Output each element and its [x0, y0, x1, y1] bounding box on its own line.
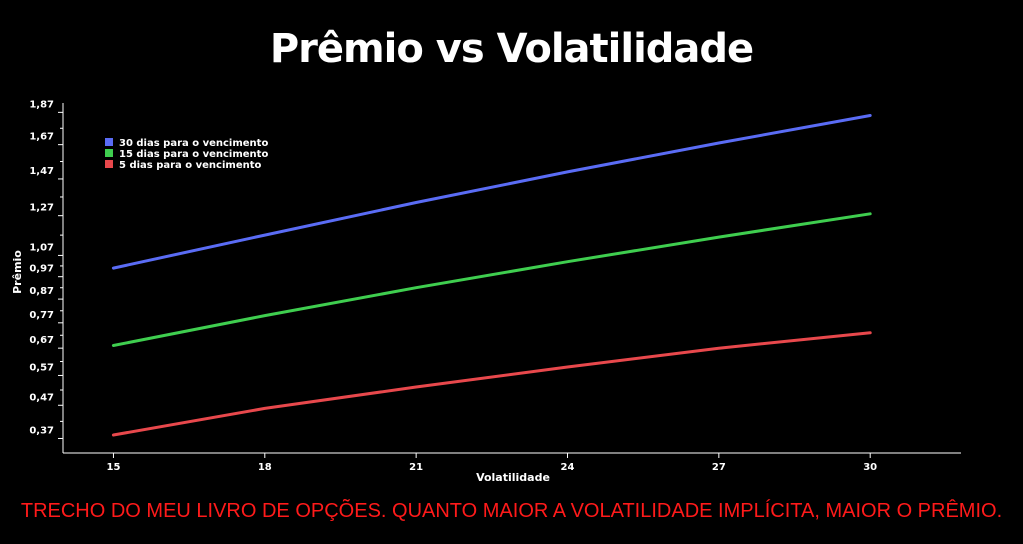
- legend-entry: 30 dias para o vencimento: [119, 138, 268, 149]
- series-line-2: [111, 212, 872, 347]
- x-tick-label: 21: [409, 462, 423, 473]
- x-tick-label: 24: [561, 462, 575, 473]
- x-tick-label: 18: [258, 462, 272, 473]
- y-tick-label: 1,87: [29, 99, 54, 110]
- series-line-1: [111, 114, 872, 270]
- y-tick-label: 0,97: [29, 264, 54, 275]
- y-axis-label: Prêmio: [11, 250, 24, 294]
- legend-entry: 5 dias para o vencimento: [119, 160, 262, 171]
- series-layer: [111, 114, 872, 437]
- line-chart: 0,37 0,47 0,57 0,67 0,77 0,87 0,97 1,07 1,27 1,47…: [11, 99, 961, 484]
- x-axis-label: Volatilidade: [476, 471, 550, 484]
- y-tick-label: 1,67: [29, 132, 54, 143]
- x-tick-label: 30: [863, 462, 877, 473]
- chart-title: Prêmio vs Volatilidade: [269, 26, 754, 72]
- y-tick-label: 1,27: [29, 203, 54, 214]
- y-tick-label: 0,37: [29, 425, 54, 436]
- axes: 0,37 0,47 0,57 0,67 0,77 0,87 0,97 1,07 1,27 1,47…: [29, 99, 961, 473]
- y-tick-label: 1,47: [29, 166, 54, 177]
- y-tick-label: 0,77: [29, 310, 54, 321]
- legend-swatch: [105, 149, 113, 157]
- legend-swatch: [105, 138, 113, 146]
- x-tick-label: 27: [712, 462, 726, 473]
- y-tick-label: 0,47: [29, 392, 54, 403]
- x-tick-label: 15: [106, 462, 120, 473]
- y-tick-label: 0,67: [29, 335, 54, 346]
- y-tick-label: 0,57: [29, 362, 54, 373]
- legend-entry: 15 dias para o vencimento: [119, 149, 268, 160]
- legend-swatch: [105, 160, 113, 168]
- y-tick-label: 1,07: [29, 242, 54, 253]
- caption-text: TRECHO DO MEU LIVRO DE OPÇÕES. QUANTO MA…: [20, 500, 1003, 522]
- y-tick-label: 0,87: [29, 286, 54, 297]
- series-line-3: [111, 331, 872, 437]
